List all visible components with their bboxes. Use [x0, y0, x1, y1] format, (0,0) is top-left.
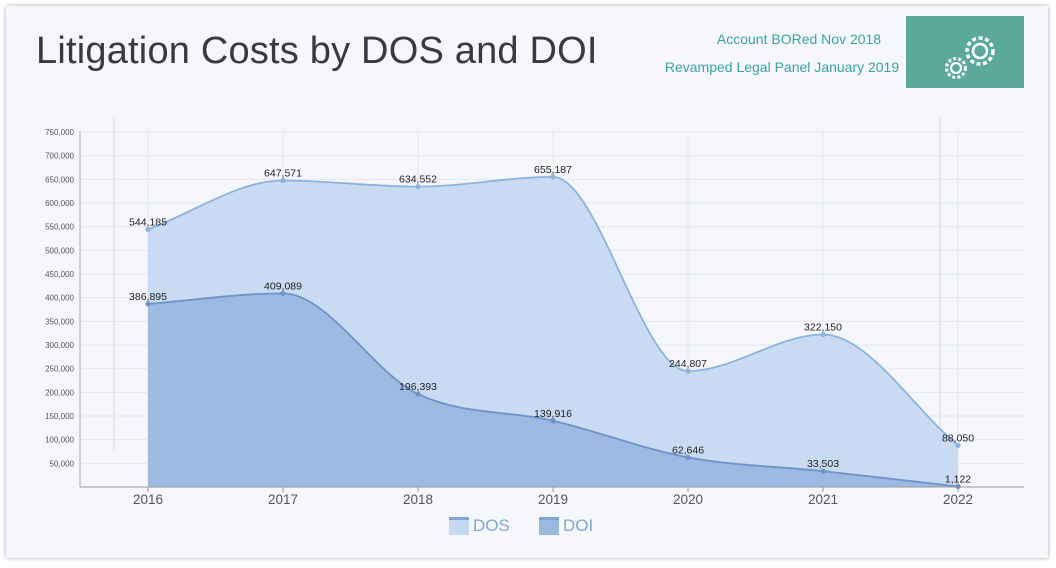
legend-swatch-doi [539, 517, 559, 535]
y-tick-label: 550,000 [45, 223, 74, 232]
data-label-doi: 1,122 [945, 473, 971, 485]
annotation-panel-note: Revamped Legal Panel January 2019 [664, 59, 900, 75]
y-tick-label: 50,000 [50, 459, 75, 468]
gears-icon [945, 36, 995, 79]
page-title: Litigation Costs by DOS and DOI [36, 30, 598, 72]
legend-item-dos[interactable]: DOS [449, 516, 510, 536]
y-tick-label: 650,000 [45, 175, 74, 184]
data-label-dos: 655,187 [534, 164, 572, 176]
point-doi [145, 301, 151, 307]
point-doi [685, 454, 691, 460]
y-tick-label: 300,000 [45, 341, 74, 350]
x-tick-label: 2020 [673, 492, 703, 507]
data-label-doi: 139,916 [534, 408, 572, 420]
data-label-dos: 322,150 [804, 322, 842, 334]
y-tick-label: 450,000 [45, 270, 74, 279]
point-dos [550, 174, 556, 180]
data-label-doi: 62,646 [672, 444, 704, 456]
data-label-doi: 33,503 [807, 458, 839, 470]
point-doi [550, 418, 556, 424]
data-label-dos: 88,050 [942, 432, 974, 444]
x-tick-label: 2019 [538, 492, 568, 507]
point-doi [280, 290, 286, 296]
data-points [145, 174, 961, 490]
legend-item-doi[interactable]: DOI [539, 516, 593, 536]
y-tick-label: 750,000 [45, 128, 74, 137]
legend-label-doi: DOI [563, 516, 594, 535]
point-doi [955, 483, 961, 490]
legend-swatch-dos [449, 517, 469, 535]
y-tick-label: 500,000 [45, 246, 74, 255]
y-tick-label: 600,000 [45, 199, 74, 208]
point-doi [415, 391, 421, 397]
point-dos [685, 368, 691, 374]
x-tick-label: 2022 [943, 492, 973, 507]
point-dos [280, 177, 286, 184]
point-dos [955, 442, 961, 448]
area-doi [148, 293, 958, 487]
x-tick-label: 2018 [403, 492, 433, 507]
data-label-dos: 647,571 [264, 167, 302, 179]
data-label-doi: 409,089 [264, 280, 302, 292]
axes: 50,000 100,000 150,000 200,000 250,000 300,00… [45, 128, 1024, 507]
data-label-dos: 244,807 [669, 358, 707, 370]
x-tick-label: 2016 [133, 492, 163, 507]
data-label-dos: 544,185 [129, 216, 167, 228]
point-dos [415, 184, 421, 190]
point-dos [145, 226, 151, 233]
point-dos [820, 331, 826, 338]
data-label-dos: 634,552 [399, 174, 437, 186]
data-label-doi: 386,895 [129, 291, 167, 303]
annotation-account-note: Account BORed Nov 2018 [716, 31, 882, 47]
y-tick-label: 200,000 [45, 388, 74, 397]
point-doi [820, 468, 826, 474]
x-tick-label: 2017 [268, 492, 298, 507]
data-label-doi: 196,393 [399, 381, 437, 393]
y-tick-label: 100,000 [45, 436, 74, 445]
y-tick-label: 400,000 [45, 294, 74, 303]
y-tick-label: 350,000 [45, 317, 74, 326]
x-tick-label: 2021 [808, 492, 838, 507]
annotation-lines [113, 118, 941, 487]
legend-label-dos: DOS [473, 516, 510, 535]
y-tick-label: 250,000 [45, 365, 74, 374]
y-tick-label: 700,000 [45, 152, 74, 161]
data-labels: 544,185 647,571 634,552 655,187 244,807 322,1… [129, 164, 974, 486]
y-tick-label: 150,000 [45, 412, 74, 421]
settings-button[interactable] [906, 16, 1024, 88]
